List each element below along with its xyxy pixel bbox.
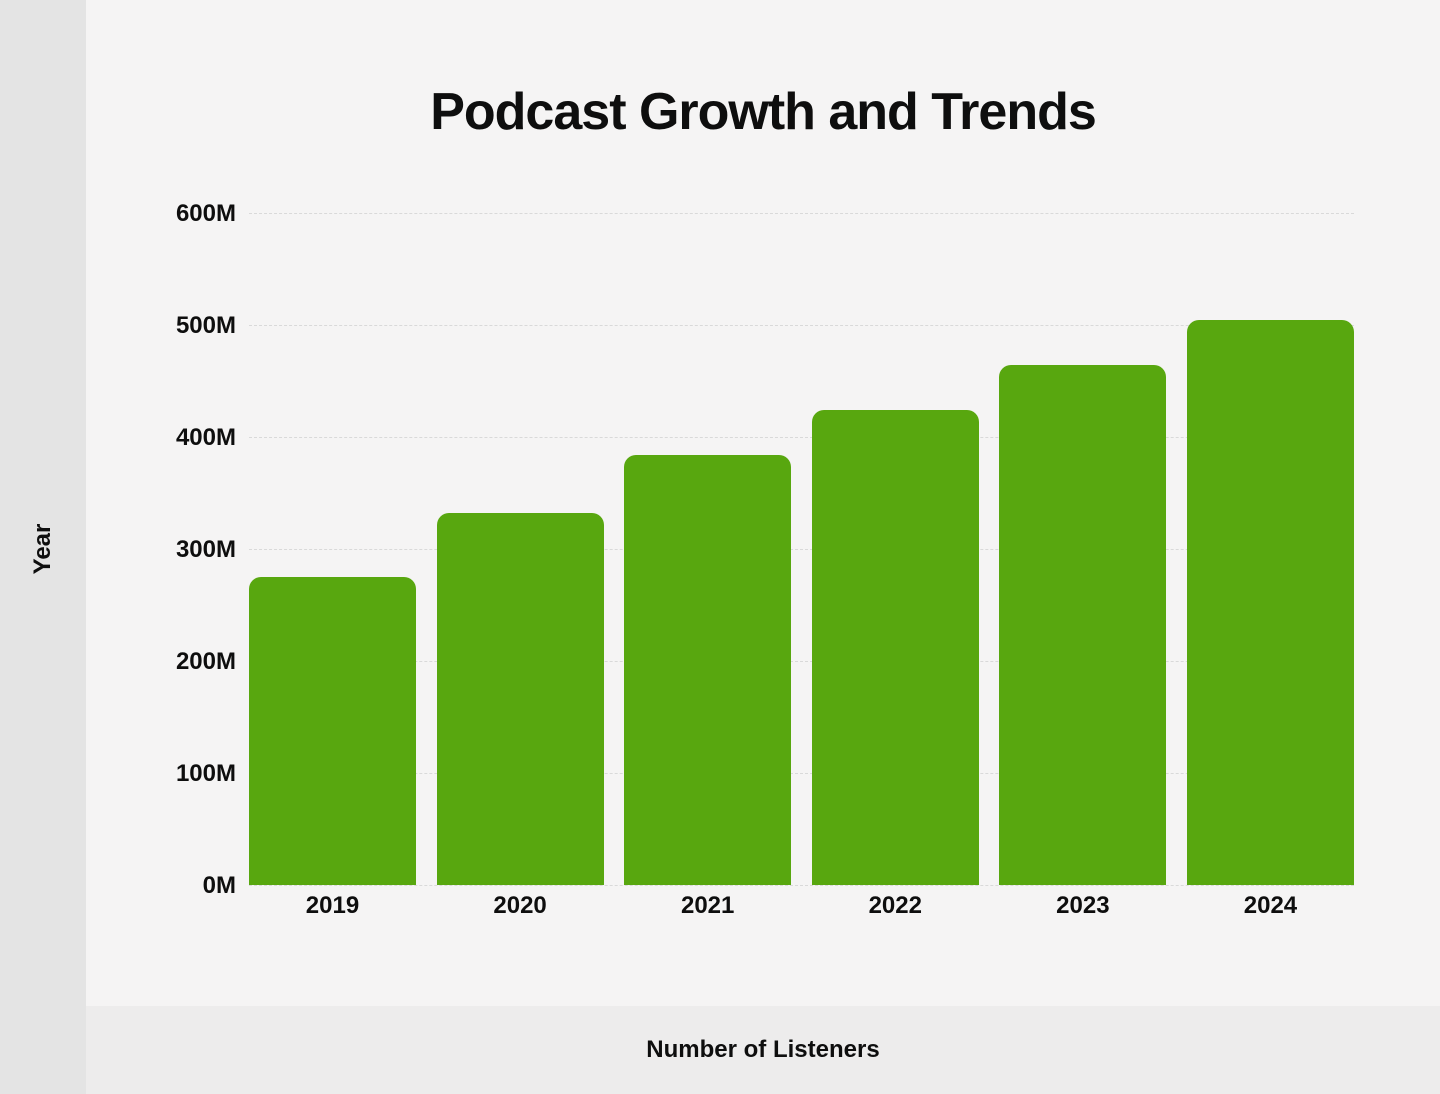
y-axis-title: Year — [29, 523, 56, 575]
bar-2022 — [811, 409, 979, 885]
bar-2023 — [999, 364, 1167, 885]
y-axis-tick-label: 200M — [175, 648, 236, 675]
x-axis-tick-label: 2024 — [1243, 892, 1298, 919]
x-axis-labels: 2019 2020 2021 2022 2023 2024 — [249, 892, 1354, 920]
gridlines-layer: 600M 500M 400M 300M 200M 100M 0M — [176, 202, 1354, 898]
bars-layer — [249, 213, 1354, 885]
x-axis-tick-label: 2021 — [680, 892, 735, 919]
gridline: 500M — [176, 314, 1354, 338]
gridline: 100M — [176, 762, 1354, 786]
plot-area: 600M 500M 400M 300M 200M 100M 0M — [176, 202, 1354, 898]
bottom-strip — [86, 1006, 1440, 1094]
bar-2021 — [624, 455, 792, 885]
y-axis-tick-label: 400M — [175, 424, 236, 451]
y-axis-tick-label: 300M — [175, 536, 236, 563]
bar-2020 — [436, 512, 604, 885]
x-axis-title: Number of Listeners — [646, 1036, 880, 1063]
x-axis-tick-label: 2019 — [305, 892, 360, 919]
chart-title: Podcast Growth and Trends — [430, 83, 1097, 141]
y-axis-tick-label: 0M — [202, 872, 236, 899]
x-axis-tick-label: 2020 — [493, 892, 547, 919]
y-axis-tick-label: 600M — [175, 200, 236, 227]
y-axis-tick-label: 500M — [175, 312, 236, 339]
left-sidebar-strip — [0, 0, 86, 1094]
bar-2019 — [249, 577, 416, 885]
bar-2024 — [1186, 319, 1354, 885]
gridline: 300M — [176, 538, 1354, 562]
gridline: 600M — [176, 202, 1354, 226]
y-axis-tick-label: 100M — [175, 760, 236, 787]
gridline: 200M — [176, 650, 1354, 674]
gridline: 0M — [203, 874, 1354, 898]
x-axis-tick-label: 2022 — [868, 892, 922, 919]
x-axis-tick-label: 2023 — [1056, 892, 1110, 919]
gridline: 400M — [176, 426, 1354, 450]
